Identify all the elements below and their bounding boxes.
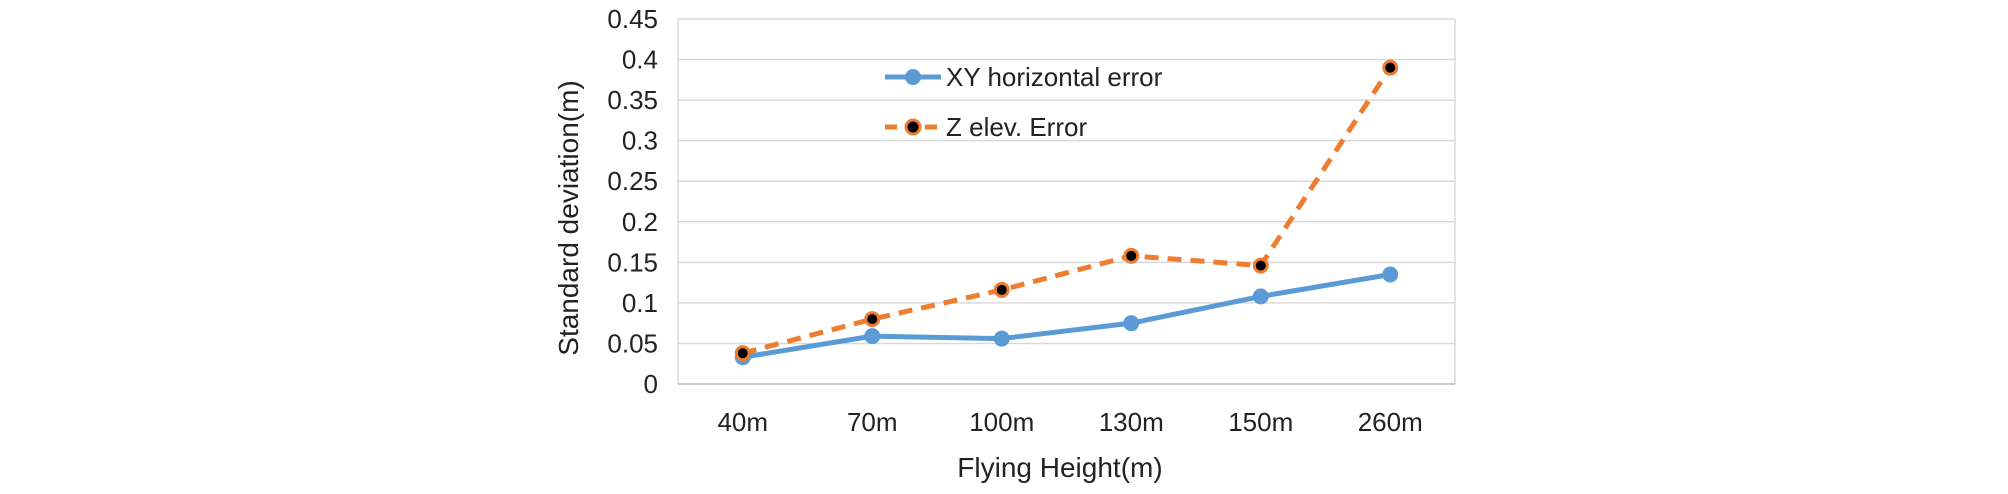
y-tick-label: 0.15 [607,247,658,277]
legend-item-z: Z elev. Error [885,112,1087,142]
data-point [993,330,1010,347]
grid-lines [678,18,1455,385]
legend-label-xy: XY horizontal error [946,62,1163,92]
y-tick-label: 0.05 [607,328,658,358]
y-tick-label: 0.35 [607,85,658,115]
data-point [1382,266,1399,283]
series-layer [734,59,1399,366]
legend: XY horizontal error Z elev. Error [885,62,1163,142]
y-tick-label: 0.1 [622,288,658,318]
x-tick-label: 40m [717,407,768,437]
y-tick-label: 0.25 [607,166,658,196]
y-tick-label: 0.2 [622,207,658,237]
data-point [1123,315,1140,332]
x-tick-label: 70m [847,407,898,437]
y-tick-label: 0.3 [622,126,658,156]
y-axis-ticks: 0 0.05 0.1 0.15 0.2 0.25 0.3 0.35 0.4 0.45 [607,4,658,399]
legend-marker-xy [905,69,921,85]
x-tick-label: 150m [1228,407,1293,437]
y-tick-label: 0.4 [622,45,658,75]
data-point [1252,288,1269,305]
x-tick-label: 260m [1358,407,1423,437]
data-point [993,281,1010,298]
series-xy-horizontal-error [734,266,1399,366]
data-point [864,328,881,345]
data-point [864,311,881,328]
legend-item-xy: XY horizontal error [885,62,1163,92]
x-axis-title: Flying Height(m) [957,452,1162,483]
data-point [1382,59,1399,76]
x-axis-ticks: 40m 70m 100m 130m 150m 260m [717,407,1422,437]
data-point [1252,257,1269,274]
plot-area [677,19,1456,385]
x-tick-label: 130m [1099,407,1164,437]
y-tick-label: 0.45 [607,4,658,34]
x-tick-label: 100m [969,407,1034,437]
y-tick-label: 0 [644,369,658,399]
y-axis-title: Standard deviation(m) [553,80,584,355]
data-point [734,345,751,362]
series-z-elev-error [734,59,1399,362]
series-line [742,272,1391,360]
data-point [1123,247,1140,264]
legend-label-z: Z elev. Error [946,112,1087,142]
legend-marker-z [904,118,922,136]
series-line [742,66,1393,356]
